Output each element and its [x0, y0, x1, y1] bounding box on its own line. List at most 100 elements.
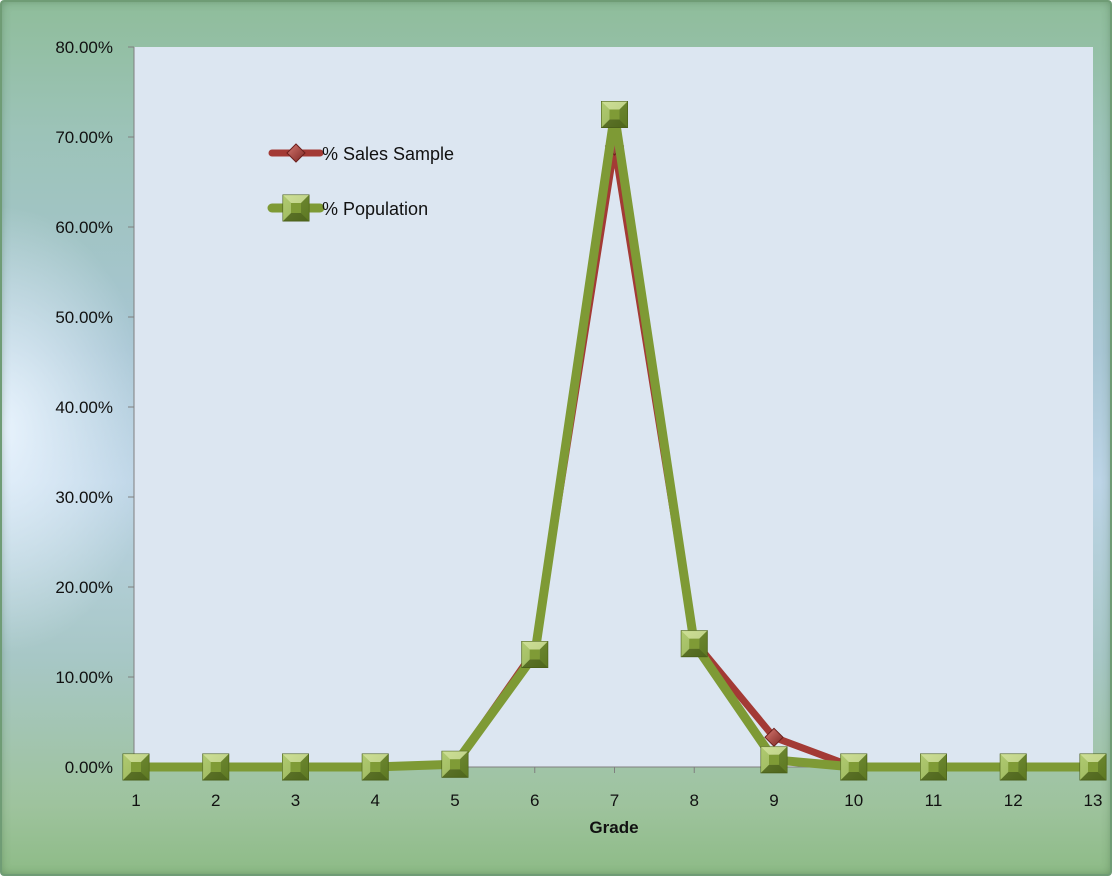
data-point	[282, 753, 309, 781]
legend-item: % Population	[267, 194, 428, 222]
square-marker-bevel-left	[282, 754, 291, 780]
square-marker-face	[1088, 762, 1098, 772]
y-tick-label: 80.00%	[55, 38, 113, 57]
square-marker-bevel-left	[840, 754, 849, 780]
square-marker-bevel-right	[301, 195, 309, 221]
data-point	[999, 753, 1027, 781]
x-tick-label: 5	[450, 791, 459, 810]
data-point	[760, 746, 788, 774]
y-tick-label: 0.00%	[65, 758, 113, 777]
square-marker-bevel-bottom	[442, 769, 468, 778]
square-marker-bevel-left	[1000, 754, 1009, 780]
square-marker-face	[291, 203, 301, 213]
legend: % Sales Sample % Population	[267, 143, 454, 222]
square-marker-bevel-bottom	[761, 764, 787, 773]
square-marker-face	[450, 759, 460, 770]
legend-label: % Sales Sample	[322, 144, 454, 164]
square-marker-bevel-bottom	[601, 119, 628, 128]
square-marker-face	[609, 109, 620, 120]
square-marker-face	[290, 762, 301, 772]
square-marker-bevel-left	[362, 754, 371, 780]
y-tick-label: 70.00%	[55, 128, 113, 147]
x-tick-label: 1	[131, 791, 140, 810]
square-marker-bevel-right	[619, 101, 628, 128]
square-marker-bevel-top	[920, 754, 947, 762]
square-marker-bevel-left	[202, 754, 211, 780]
square-marker-bevel-left	[601, 101, 610, 128]
square-marker-bevel-top	[283, 195, 309, 203]
y-tick-label: 60.00%	[55, 218, 113, 237]
square-marker-bevel-top	[123, 754, 149, 762]
square-marker-bevel-top	[442, 751, 468, 760]
square-marker-face	[210, 762, 221, 772]
square-marker-bevel-top	[282, 754, 309, 762]
square-marker-bevel-top	[521, 641, 548, 650]
x-tick-label: 6	[530, 791, 539, 810]
square-marker-bevel-left	[920, 754, 929, 780]
square-marker-bevel-left	[283, 195, 291, 221]
square-marker-bevel-bottom	[202, 772, 229, 780]
square-marker-bevel-bottom	[1080, 772, 1106, 780]
x-axis-title: Grade	[589, 818, 638, 837]
data-point	[680, 630, 708, 658]
square-marker-bevel-top	[601, 101, 628, 110]
data-point	[840, 753, 868, 781]
x-tick-label: 2	[211, 791, 220, 810]
square-marker-bevel-bottom	[282, 772, 309, 780]
square-marker-bevel-bottom	[123, 772, 149, 780]
square-marker-bevel-right	[300, 754, 309, 780]
data-point	[1079, 753, 1107, 781]
square-marker-bevel-top	[362, 754, 389, 762]
y-tick-label: 10.00%	[55, 668, 113, 687]
square-marker-bevel-left	[521, 641, 530, 668]
series-layer	[122, 101, 1107, 781]
square-marker-bevel-bottom	[1000, 772, 1027, 780]
square-marker-bevel-left	[761, 746, 769, 773]
y-tick-label: 40.00%	[55, 398, 113, 417]
square-marker-bevel-right	[380, 754, 389, 780]
square-marker-bevel-bottom	[362, 772, 389, 780]
square-marker-face	[370, 762, 381, 772]
square-marker-face	[848, 762, 859, 772]
square-marker-bevel-right	[1018, 754, 1027, 780]
square-marker-bevel-bottom	[920, 772, 947, 780]
y-tick-label: 30.00%	[55, 488, 113, 507]
y-tick-label: 20.00%	[55, 578, 113, 597]
data-point	[441, 750, 469, 778]
square-marker-bevel-top	[840, 754, 867, 762]
square-marker-bevel-right	[779, 746, 787, 773]
data-point	[601, 101, 628, 128]
square-marker-bevel-right	[141, 754, 149, 780]
square-marker-bevel-right	[938, 754, 947, 780]
x-tick-label: 8	[690, 791, 699, 810]
square-marker-bevel-top	[1000, 754, 1027, 762]
square-marker-bevel-right	[539, 641, 548, 668]
series-population	[122, 101, 1107, 781]
square-marker-bevel-left	[442, 751, 450, 778]
square-marker-face	[1008, 762, 1019, 772]
x-tick-label: 9	[769, 791, 778, 810]
x-tick-label: 7	[610, 791, 619, 810]
x-tick-label: 13	[1084, 791, 1103, 810]
square-marker-bevel-right	[1098, 754, 1106, 780]
data-point	[361, 753, 389, 781]
square-marker-bevel-top	[761, 746, 787, 755]
square-marker-bevel-left	[123, 754, 131, 780]
data-point	[521, 641, 549, 668]
x-tick-label: 3	[291, 791, 300, 810]
square-marker-bevel-top	[1080, 754, 1106, 762]
square-marker-bevel-top	[202, 754, 229, 762]
square-marker-bevel-right	[460, 751, 468, 778]
legend-item: % Sales Sample	[268, 143, 454, 164]
x-tick-label: 4	[371, 791, 380, 810]
square-marker-face	[529, 649, 540, 660]
square-marker-bevel-left	[1080, 754, 1088, 780]
square-marker-face	[131, 762, 141, 772]
data-point	[202, 753, 230, 781]
legend-label: % Population	[322, 199, 428, 219]
axes-layer: 0.00% 10.00% 20.00% 30.00% 40.00% 50.00% 60.00…	[55, 38, 1102, 837]
square-marker-face	[769, 754, 779, 765]
square-marker-bevel-right	[220, 754, 229, 780]
